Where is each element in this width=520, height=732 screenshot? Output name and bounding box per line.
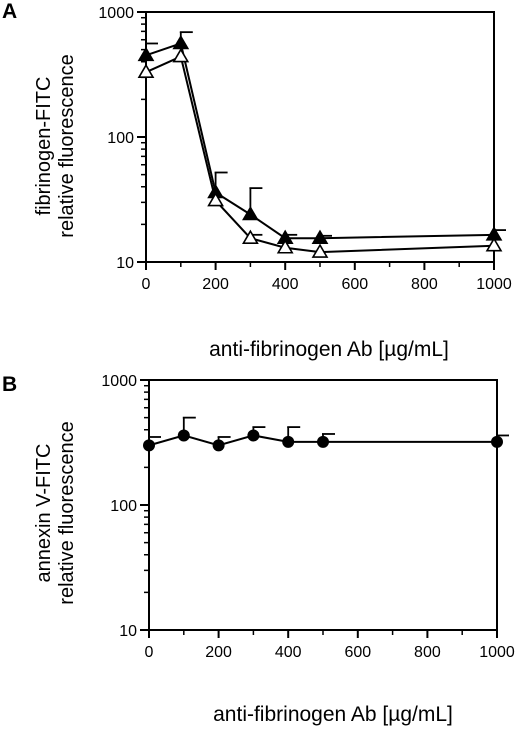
panel-a: A fibrinogen-FITC relative fluorescence …	[2, 0, 512, 361]
panel-a-point	[311, 243, 329, 258]
panel-b-point	[282, 435, 295, 448]
panel-a-xlabel: anti-fibrinogen Ab [µg/mL]	[209, 338, 449, 361]
panel-b-ytick-label: 1000	[101, 373, 137, 390]
panel-a-xtick-label: 600	[341, 276, 368, 293]
panel-b-ytick-label: 100	[110, 498, 137, 515]
panel-b-xtick-label: 1000	[479, 644, 515, 661]
panel-b-plot: 10 100 1000 0 200 400 600 800 1000	[101, 373, 514, 661]
panel-a-xtick-label: 800	[411, 276, 438, 293]
panel-a-xtick-label: 0	[142, 276, 151, 293]
panel-b-xlabel: anti-fibrinogen Ab [µg/mL]	[213, 703, 453, 726]
panel-b-ytick-label: 10	[119, 623, 137, 640]
panel-b: B annexin V-FITC relative fluorescence a…	[2, 373, 515, 726]
panel-b-point	[143, 439, 155, 452]
panel-a-point	[207, 191, 224, 207]
panel-b-frame	[148, 379, 498, 631]
panel-a-point	[172, 34, 190, 50]
panel-b-point	[317, 435, 329, 448]
panel-b-point	[491, 435, 503, 448]
panel-b-xtick-label: 600	[344, 644, 371, 661]
panel-a-point	[276, 239, 294, 254]
panel-a-frame	[145, 11, 495, 263]
panel-a-series-line	[145, 55, 495, 254]
panel-a-xtick-label: 200	[202, 276, 229, 293]
panel-a-ylabel-line2: relative fluorescence	[56, 54, 78, 237]
panel-b-ylabel-line2: relative fluorescence	[56, 421, 78, 604]
panel-a-series-1	[137, 31, 506, 245]
panel-a-point	[242, 205, 259, 221]
panel-a-point	[137, 63, 155, 78]
panel-b-xtick-label: 0	[145, 644, 154, 661]
panel-a-point	[311, 229, 329, 245]
panel-b-point	[177, 429, 190, 442]
panel-a-ylabel-line1: fibrinogen-FITC	[33, 77, 55, 216]
panel-b-point	[212, 439, 225, 452]
panel-a-ytick-label: 1000	[98, 5, 134, 22]
panel-a-point	[137, 46, 155, 62]
panel-b-ylabel-line1: annexin V-FITC	[33, 444, 55, 583]
panel-a-xtick-label: 400	[272, 276, 299, 293]
panel-a-ytick-label: 10	[116, 255, 134, 272]
panel-a-point	[172, 47, 190, 63]
panel-a-plot: 10 100 1000 0 200 400 600 800 1000	[98, 5, 511, 293]
panel-a-xtick-label: 1000	[476, 276, 512, 293]
panel-a-point	[485, 237, 503, 252]
panel-b-letter: B	[2, 373, 17, 396]
panel-a-letter: A	[2, 0, 17, 23]
panel-a-series-line	[145, 42, 495, 240]
panel-a-ytick-label: 100	[107, 130, 134, 147]
panel-a-point	[242, 229, 259, 245]
panel-b-xtick-label: 200	[205, 644, 232, 661]
panel-b-xtick-label: 400	[275, 644, 302, 661]
panel-b-point	[247, 429, 260, 442]
panel-b-xtick-label: 800	[414, 644, 441, 661]
panel-b-series-1	[143, 416, 509, 452]
panel-a-series-2	[137, 47, 503, 258]
